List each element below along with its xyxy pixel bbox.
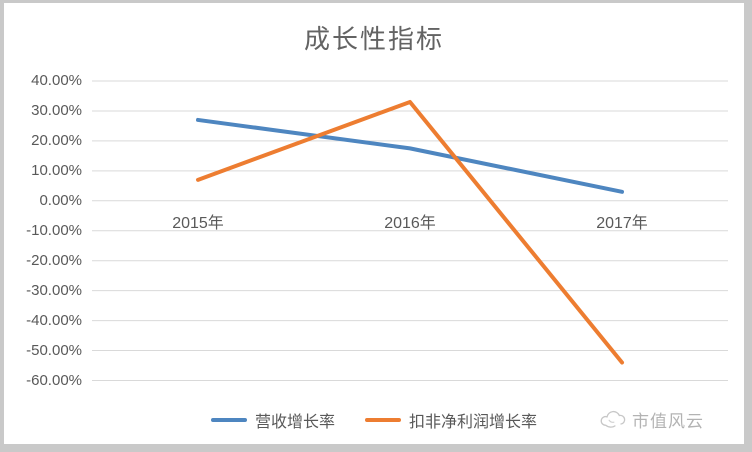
legend-label-revenue-growth: 营收增长率	[254, 414, 335, 431]
y-axis-tick-label: 0.00%	[39, 191, 82, 209]
y-axis-tick-label: -30.00%	[26, 281, 82, 299]
series-line-0	[196, 117, 624, 194]
y-axis-tick-label: -60.00%	[26, 371, 82, 389]
y-axis-tick-label: -10.00%	[26, 221, 82, 239]
shizhifengyun-cloud-logo-icon	[600, 410, 626, 428]
y-axis-tick-label: 10.00%	[31, 161, 82, 179]
y-axis-tick-label: 40.00%	[31, 72, 82, 89]
legend: 营收增长率 扣非净利润增长率	[4, 408, 744, 432]
legend-label-net-profit-growth: 扣非净利润增长率	[409, 414, 538, 431]
legend-swatch-line-icon	[365, 418, 401, 422]
legend-item-revenue-growth: 营收增长率	[210, 408, 335, 432]
chart-canvas: 成长性指标 40.00% 30.00% 20.00% 10.00% 0.00% -10.0…	[4, 3, 744, 444]
y-axis-tick-label: -20.00%	[26, 251, 82, 269]
y-axis-tick-label: 20.00%	[31, 131, 82, 149]
chart-title: 成长性指标	[303, 24, 444, 54]
legend-item-net-profit-growth: 扣非净利润增长率	[365, 408, 537, 432]
x-axis-category-label: 2015年	[172, 215, 224, 232]
watermark: 市值风云	[597, 404, 704, 434]
series-line-1	[196, 99, 624, 365]
x-axis-category-label: 2017年	[596, 215, 648, 232]
legend-swatch-line-icon	[210, 418, 247, 422]
y-axis-tick-label: -40.00%	[26, 311, 82, 329]
y-axis-tick-label: 30.00%	[31, 101, 82, 119]
y-axis-tick-label: -50.00%	[26, 341, 82, 359]
plot-area	[92, 80, 728, 381]
x-axis-category-label: 2016年	[384, 215, 436, 232]
watermark-text: 市值风云	[632, 411, 704, 431]
